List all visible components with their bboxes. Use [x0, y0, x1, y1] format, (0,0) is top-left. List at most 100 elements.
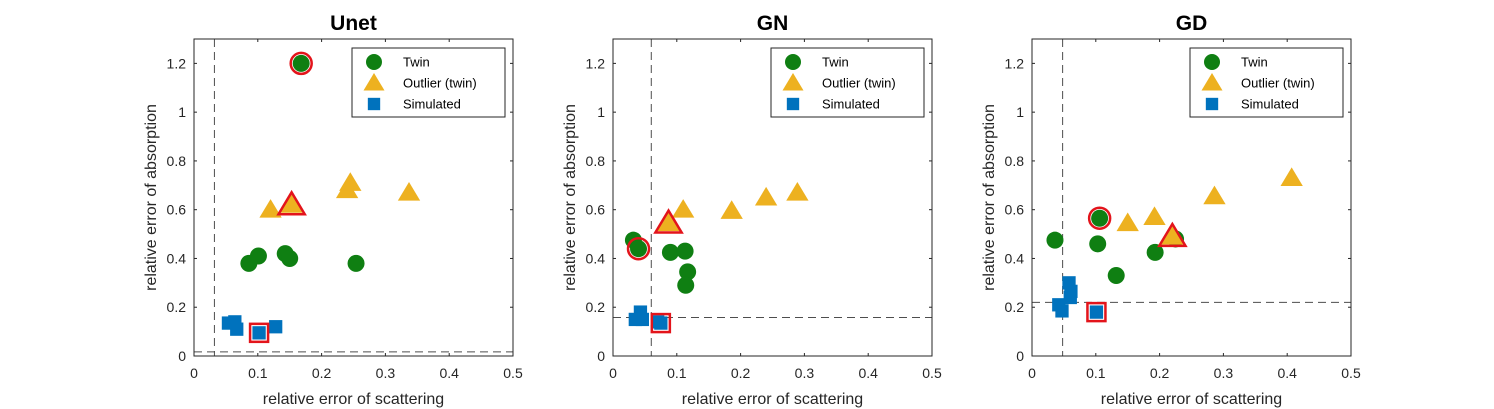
chart-title: GN [757, 12, 789, 35]
legend: Twin Outlier (twin) Simulated [351, 47, 506, 118]
y-tick-label: 0.2 [1005, 299, 1025, 315]
outlier-point [1280, 167, 1303, 186]
twin-point [347, 254, 365, 272]
twin-point [1089, 235, 1107, 253]
y-tick-label: 0 [178, 348, 186, 364]
chart-panel-gd: 0 0.1 0.2 0.3 0.4 0.5 0 0.2 0.4 0.6 0.8 1 1.2 Twin Out… [981, 12, 1361, 408]
x-axis-label: relative error of scattering [263, 391, 444, 408]
legend-marker-1 [363, 73, 385, 91]
legend-marker-2 [1205, 97, 1219, 111]
x-tick-label: 0 [190, 365, 198, 381]
highlight-outlier-ring [653, 208, 684, 234]
y-tick-label: 1 [1016, 104, 1024, 120]
legend-label: Outlier (twin) [403, 76, 477, 91]
y-tick-label: 0.4 [586, 250, 606, 266]
x-tick-label: 0.1 [248, 365, 268, 381]
twin-point [679, 263, 697, 281]
axes-box [1031, 38, 1352, 357]
y-tick-label: 0.8 [1005, 153, 1025, 169]
x-tick-label: 0.3 [376, 365, 396, 381]
y-axis-label: relative error of absorption [143, 104, 160, 291]
x-tick-label: 0.1 [667, 365, 687, 381]
y-axis-label: relative error of absorption [981, 104, 998, 291]
x-tick-label: 0.5 [922, 365, 942, 381]
twin-point [1146, 243, 1164, 261]
axes-box [193, 38, 514, 357]
y-tick-label: 1.2 [167, 55, 187, 71]
chart-title: Unet [330, 12, 377, 35]
legend-label: Outlier (twin) [822, 76, 896, 91]
simulated-point [654, 316, 668, 330]
x-tick-label: 0.2 [731, 365, 751, 381]
twin-point [292, 54, 310, 72]
y-tick-label: 1 [178, 104, 186, 120]
simulated-point [230, 322, 244, 336]
y-tick-label: 0 [597, 348, 605, 364]
legend-label: Simulated [822, 97, 880, 112]
highlight-simulated-ring [1086, 301, 1107, 323]
outlier-point [280, 194, 303, 213]
outlier-point [1203, 185, 1226, 205]
outlier-point [397, 181, 421, 201]
x-tick-label: 0 [1028, 365, 1036, 381]
simulated-point [635, 312, 649, 327]
legend-label: Simulated [403, 97, 461, 112]
legend-label: Outlier (twin) [1241, 76, 1315, 91]
chart-panel-gn: 0 0.1 0.2 0.3 0.4 0.5 0 0.2 0.4 0.6 0.8 1 1.2 Twin Out… [562, 12, 942, 408]
outlier-point [754, 186, 778, 206]
outlier-point [720, 200, 743, 219]
highlight-twin-ring [289, 51, 313, 76]
y-tick-label: 0.4 [167, 250, 187, 266]
twin-point [249, 247, 267, 265]
y-tick-label: 0.2 [586, 299, 606, 315]
x-tick-label: 0.2 [1150, 365, 1170, 381]
twin-point [1107, 267, 1125, 285]
legend-label: Twin [822, 55, 849, 70]
twin-point [281, 249, 299, 267]
outlier-point [657, 212, 680, 232]
y-tick-label: 1.2 [1005, 55, 1025, 71]
outlier-point [1116, 212, 1139, 232]
y-tick-label: 0.8 [586, 153, 606, 169]
outlier-point [786, 181, 809, 201]
twin-point [661, 243, 679, 261]
x-tick-label: 0.4 [858, 365, 878, 381]
simulated-point [1063, 290, 1077, 305]
legend-label: Simulated [1241, 97, 1299, 112]
legend: Twin Outlier (twin) Simulated [770, 47, 925, 118]
highlight-outlier-ring [1157, 221, 1188, 248]
legend-label: Twin [403, 55, 430, 70]
outlier-point [672, 199, 695, 218]
y-tick-label: 0 [1016, 348, 1024, 364]
legend-marker-1 [782, 73, 804, 91]
outlier-point [1143, 206, 1166, 225]
legend-marker-1 [1201, 73, 1223, 91]
y-tick-label: 1 [597, 104, 605, 120]
x-tick-label: 0.1 [1086, 365, 1106, 381]
highlight-simulated-ring [248, 322, 270, 344]
x-axis-label: relative error of scattering [1101, 391, 1282, 408]
x-tick-label: 0 [609, 365, 617, 381]
x-tick-label: 0.5 [1341, 365, 1361, 381]
highlight-simulated-ring [650, 312, 672, 334]
y-tick-label: 0.2 [167, 299, 187, 315]
twin-point [677, 276, 695, 294]
legend-marker-2 [367, 97, 381, 111]
twin-point [1091, 209, 1109, 227]
outlier-point [339, 172, 362, 191]
x-tick-label: 0.3 [795, 365, 815, 381]
twin-point [1046, 231, 1064, 249]
highlight-outlier-ring [276, 189, 307, 216]
twin-point [676, 242, 694, 260]
y-tick-label: 1.2 [586, 55, 606, 71]
legend-marker-0 [1204, 54, 1220, 70]
y-tick-label: 0.6 [1005, 202, 1025, 218]
twin-point [630, 240, 648, 258]
highlight-twin-ring [626, 236, 651, 261]
x-tick-label: 0.2 [312, 365, 332, 381]
legend-marker-0 [785, 54, 801, 70]
simulated-point [269, 320, 283, 334]
legend-marker-2 [786, 97, 800, 111]
highlight-twin-ring [1087, 206, 1112, 230]
simulated-point [1055, 304, 1069, 318]
